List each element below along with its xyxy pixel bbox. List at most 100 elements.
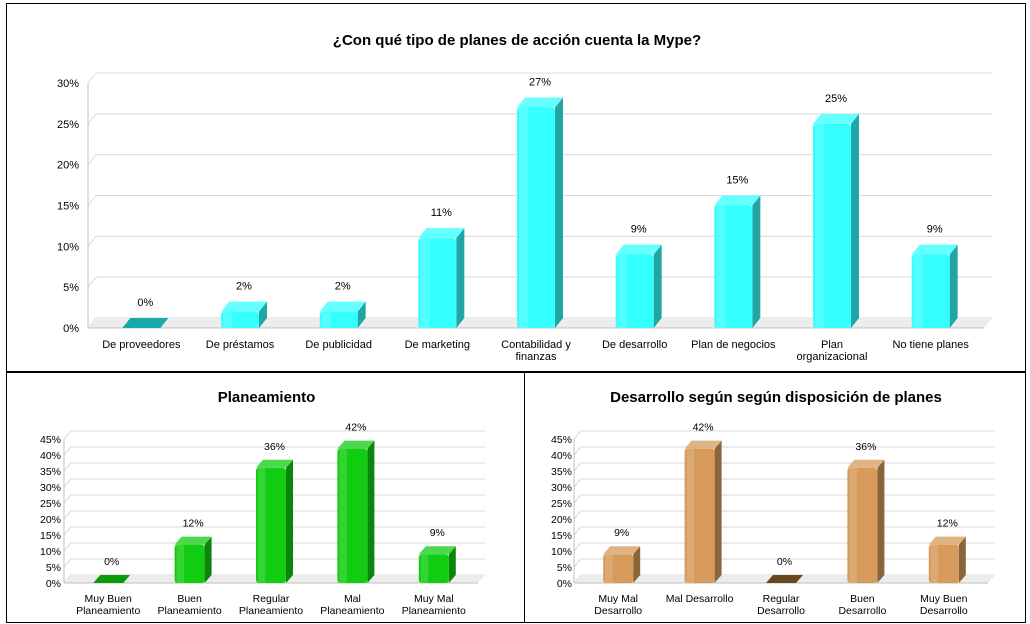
bar-top — [928, 536, 966, 545]
category-label-line: organizacional — [797, 351, 868, 363]
bar-highlight — [420, 554, 429, 583]
bar-side — [555, 97, 563, 328]
bar-side — [456, 228, 465, 328]
gridline-depth — [63, 526, 72, 536]
gridline-depth — [87, 276, 97, 288]
bar-top — [337, 440, 375, 449]
bar-highlight — [849, 467, 857, 583]
category-label-line: Planeamiento — [320, 605, 384, 617]
gridline-depth — [573, 510, 582, 520]
bar-highlight — [339, 448, 347, 583]
data-label: 11% — [431, 207, 452, 219]
category-label-line: Muy Buen — [920, 593, 967, 605]
gridline-depth — [63, 558, 72, 568]
y-tick-label: 15% — [40, 530, 61, 542]
bar-side — [714, 440, 722, 583]
category-label-line: Planeamiento — [157, 605, 221, 617]
bar — [766, 575, 803, 583]
bar-highlight — [913, 254, 924, 328]
category-label-line: No tiene planes — [892, 339, 969, 351]
category-label-line: Desarrollo — [838, 605, 886, 617]
y-tick-label: 30% — [57, 78, 79, 90]
bar-side — [357, 301, 366, 328]
category-label-line: Muy Mal — [598, 593, 638, 605]
data-label: 0% — [137, 297, 153, 309]
y-tick-label: 45% — [40, 434, 61, 446]
gridline-depth — [573, 446, 582, 456]
bar-top — [714, 195, 761, 206]
gridline-depth — [87, 195, 97, 206]
y-tick-label: 35% — [551, 466, 572, 478]
bar-side — [259, 301, 267, 328]
y-tick-label: 0% — [557, 578, 572, 590]
bar — [319, 301, 366, 328]
bar — [714, 195, 761, 328]
category-label: De proveedores — [102, 339, 181, 351]
data-label: 2% — [335, 281, 351, 293]
bar-side — [286, 459, 293, 583]
data-label: 12% — [937, 518, 958, 530]
chart-panel-action-plans: ¿Con qué tipo de planes de acción cuenta… — [6, 3, 1026, 372]
category-label: Muy Mal Planeamiento — [402, 593, 466, 617]
bar-highlight — [519, 107, 529, 328]
category-label: Regular Planeamiento — [239, 593, 303, 617]
category-label: Regular Desarrollo — [757, 593, 805, 617]
y-tick-label: 40% — [551, 450, 572, 462]
gridline-depth — [87, 154, 97, 165]
category-label-line: De publicidad — [305, 339, 372, 351]
gridline-depth — [87, 72, 97, 84]
chart-title: Desarrollo según según disposición de pl… — [610, 389, 942, 406]
category-label-line: Muy Mal — [414, 593, 454, 605]
bar-highlight — [176, 544, 185, 583]
bar-highlight — [420, 238, 430, 328]
bar-highlight — [815, 123, 825, 328]
category-label-line: Desarrollo — [594, 605, 642, 617]
data-label: 9% — [927, 224, 943, 236]
bar-top — [418, 228, 465, 239]
bar-highlight — [223, 311, 233, 328]
y-tick-label: 40% — [40, 450, 61, 462]
chart-panel-planeamiento: Planeamiento 0% 5% 10% 15% 20% 25% 30% 35% 40% 45%… — [6, 372, 525, 623]
y-tick-label: 25% — [40, 498, 61, 510]
bar-top — [418, 546, 456, 555]
category-label: Plan de negocios — [691, 339, 776, 351]
gridline-depth — [87, 236, 97, 247]
gridline-depth — [573, 430, 582, 440]
y-tick-label: 25% — [57, 119, 79, 131]
y-tick-label: 5% — [46, 562, 61, 574]
category-label-line: De desarrollo — [602, 339, 667, 351]
category-label: Mal Planeamiento — [320, 593, 384, 617]
category-label: De desarrollo — [602, 339, 667, 351]
bar-side — [949, 244, 958, 328]
category-label-line: De proveedores — [102, 339, 181, 351]
data-label: 9% — [631, 224, 647, 236]
bar — [93, 575, 131, 583]
category-label-line: Planeamiento — [402, 605, 466, 617]
y-tick-label: 35% — [40, 466, 61, 478]
category-label: Mal Desarrollo — [666, 593, 734, 605]
data-label: 15% — [726, 175, 748, 187]
bar — [337, 440, 375, 583]
bar-highlight — [716, 205, 726, 328]
category-label-line: Planeamiento — [239, 605, 303, 617]
category-label: De préstamos — [206, 339, 275, 351]
category-label-line: De marketing — [405, 339, 470, 351]
gridline-depth — [573, 478, 582, 488]
bar — [847, 459, 885, 583]
data-label: 9% — [614, 527, 629, 539]
bar — [418, 228, 465, 328]
action-plans-chart: ¿Con qué tipo de planes de acción cuenta… — [57, 32, 992, 363]
bar-side — [752, 195, 761, 328]
bar-side — [851, 113, 859, 328]
bar-top — [603, 546, 641, 555]
y-tick-label: 5% — [557, 562, 572, 574]
chart-title: Planeamiento — [218, 389, 316, 406]
planeamiento-chart: Planeamiento 0% 5% 10% 15% 20% 25% 30% 35% 40% 45%… — [40, 389, 485, 617]
desarrollo-chart: Desarrollo según según disposición de pl… — [551, 389, 995, 617]
category-label-line: Mal — [344, 593, 361, 605]
category-label-line: Planeamiento — [76, 605, 140, 617]
bar-top — [93, 575, 131, 583]
chart-panel-desarrollo: Desarrollo según según disposición de pl… — [524, 372, 1026, 623]
y-tick-label: 20% — [40, 514, 61, 526]
bar-side — [653, 244, 662, 328]
